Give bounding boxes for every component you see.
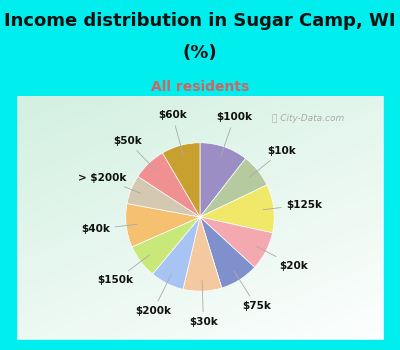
Wedge shape [200,143,246,217]
Text: $75k: $75k [234,271,271,311]
Bar [384,96,400,350]
Wedge shape [126,204,200,247]
Text: $20k: $20k [256,246,308,271]
Text: $10k: $10k [250,146,296,177]
Text: $50k: $50k [113,136,156,171]
Bar [0,340,400,350]
Wedge shape [138,153,200,217]
Text: $40k: $40k [81,224,137,234]
Text: Income distribution in Sugar Camp, WI: Income distribution in Sugar Camp, WI [4,12,396,30]
Text: $100k: $100k [216,112,252,157]
Wedge shape [152,217,200,289]
Text: $150k: $150k [98,255,149,285]
Text: > $200k: > $200k [78,173,141,193]
Wedge shape [200,159,267,217]
Text: All residents: All residents [151,80,249,94]
Wedge shape [127,176,200,217]
Wedge shape [162,143,200,217]
Wedge shape [200,217,255,288]
Wedge shape [183,217,222,291]
Text: $60k: $60k [158,110,187,155]
Text: $30k: $30k [189,281,218,327]
Wedge shape [132,217,200,274]
Bar [0,96,16,350]
Wedge shape [200,217,272,267]
Text: $200k: $200k [135,274,172,316]
Text: (%): (%) [183,44,217,62]
Text: $125k: $125k [263,200,323,210]
Text: ⓘ City-Data.com: ⓘ City-Data.com [272,114,344,123]
Wedge shape [200,185,274,233]
